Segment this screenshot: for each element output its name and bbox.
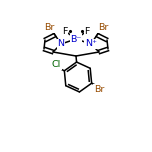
Text: F: F [62, 26, 68, 36]
Text: Br: Br [44, 24, 54, 33]
Text: B⁻: B⁻ [70, 35, 82, 43]
Text: N⁺: N⁺ [85, 40, 97, 48]
Text: Br: Br [94, 85, 105, 93]
Text: F: F [84, 26, 90, 36]
Text: Cl: Cl [52, 60, 61, 69]
Text: Br: Br [98, 24, 108, 33]
Text: N: N [57, 40, 64, 48]
